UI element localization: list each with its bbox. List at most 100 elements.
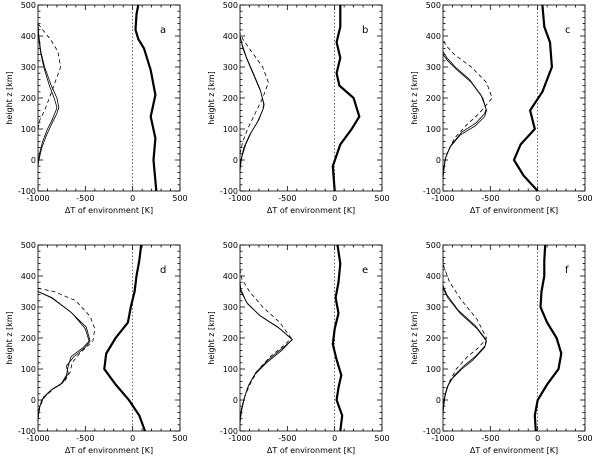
series-thin-line bbox=[37, 23, 60, 167]
y-tick-label: 200 bbox=[21, 94, 36, 103]
x-tick-label: -1000 bbox=[228, 194, 251, 203]
series-thin-line bbox=[37, 291, 91, 419]
series-dashed-line bbox=[239, 269, 292, 419]
plot-frame bbox=[442, 244, 586, 432]
y-tick-label: 100 bbox=[21, 365, 36, 374]
y-tick-label: -100 bbox=[423, 187, 441, 196]
x-tick-label: 500 bbox=[374, 434, 389, 443]
y-axis-label: height z [km] bbox=[410, 71, 419, 124]
x-tick-label: -500 bbox=[76, 434, 94, 443]
x-axis-label: ΔT of environment [K] bbox=[470, 446, 558, 455]
y-tick-label: 300 bbox=[426, 63, 441, 72]
y-tick-label: 300 bbox=[223, 303, 238, 312]
plot-frame bbox=[239, 4, 383, 192]
x-tick-label: -500 bbox=[481, 434, 499, 443]
y-tick-label: 400 bbox=[223, 272, 238, 281]
x-axis-label: ΔT of environment [K] bbox=[65, 206, 153, 215]
y-axis-label: height z [km] bbox=[207, 311, 216, 364]
y-tick-label: 0 bbox=[31, 396, 36, 405]
y-tick-label: 200 bbox=[223, 94, 238, 103]
y-tick-label: 300 bbox=[426, 303, 441, 312]
y-tick-label: 500 bbox=[426, 241, 441, 250]
x-axis-label: ΔT of environment [K] bbox=[267, 446, 355, 455]
panel-letter: e bbox=[362, 265, 368, 276]
x-tick-label: 0 bbox=[130, 194, 135, 203]
x-tick-label: 0 bbox=[535, 194, 540, 203]
x-tick-label: 0 bbox=[535, 434, 540, 443]
y-tick-label: -100 bbox=[18, 187, 36, 196]
x-tick-label: 0 bbox=[332, 194, 337, 203]
x-tick-label: -1000 bbox=[26, 434, 49, 443]
y-tick-label: -100 bbox=[423, 427, 441, 436]
y-tick-label: 200 bbox=[223, 334, 238, 343]
series-dashed-line bbox=[37, 23, 62, 130]
y-tick-label: 500 bbox=[21, 241, 36, 250]
panel-letter: a bbox=[160, 25, 166, 36]
x-tick-label: -1000 bbox=[228, 434, 251, 443]
series-thin-line bbox=[37, 291, 90, 422]
x-tick-label: -1000 bbox=[26, 194, 49, 203]
y-tick-label: 0 bbox=[436, 156, 441, 165]
y-tick-label: 0 bbox=[233, 156, 238, 165]
series-thin-line bbox=[442, 288, 487, 416]
series-dashed-line bbox=[239, 32, 269, 154]
y-tick-label: 100 bbox=[21, 125, 36, 134]
series-thin-line bbox=[239, 282, 294, 422]
y-tick-label: 200 bbox=[426, 94, 441, 103]
x-tick-label: -1000 bbox=[431, 194, 454, 203]
y-tick-label: 300 bbox=[21, 303, 36, 312]
y-axis-label: height z [km] bbox=[410, 311, 419, 364]
plot-frame bbox=[239, 244, 383, 432]
y-tick-label: 0 bbox=[31, 156, 36, 165]
x-axis-label: ΔT of environment [K] bbox=[470, 206, 558, 215]
panel-letter: f bbox=[565, 265, 569, 276]
y-tick-label: 0 bbox=[233, 396, 238, 405]
y-tick-label: 300 bbox=[223, 63, 238, 72]
series-dashed-line bbox=[37, 288, 96, 419]
y-axis-label: height z [km] bbox=[207, 71, 216, 124]
x-axis-label: ΔT of environment [K] bbox=[267, 206, 355, 215]
series-thick-line bbox=[533, 244, 563, 432]
x-tick-label: -1000 bbox=[431, 434, 454, 443]
y-axis-label: height z [km] bbox=[5, 311, 14, 364]
plot-frame bbox=[442, 4, 586, 192]
y-tick-label: -100 bbox=[18, 427, 36, 436]
series-thick-line bbox=[512, 4, 554, 192]
x-tick-label: 500 bbox=[374, 194, 389, 203]
y-tick-label: 200 bbox=[21, 334, 36, 343]
plot-frame bbox=[37, 4, 181, 192]
x-tick-label: 500 bbox=[577, 434, 592, 443]
y-tick-label: 500 bbox=[223, 1, 238, 10]
series-thin-line bbox=[239, 35, 265, 170]
x-tick-label: -500 bbox=[278, 194, 296, 203]
y-tick-label: 100 bbox=[426, 125, 441, 134]
x-tick-label: 500 bbox=[172, 194, 187, 203]
panel-letter: b bbox=[362, 25, 368, 36]
x-tick-label: 500 bbox=[577, 194, 592, 203]
series-thin-line bbox=[442, 51, 487, 176]
panel-letter: c bbox=[565, 25, 571, 36]
y-tick-label: 500 bbox=[426, 1, 441, 10]
y-tick-label: 100 bbox=[426, 365, 441, 374]
series-thick-line bbox=[331, 244, 344, 432]
x-tick-label: -500 bbox=[278, 434, 296, 443]
x-tick-label: -500 bbox=[76, 194, 94, 203]
series-thick-line bbox=[331, 5, 361, 192]
plot-frame bbox=[37, 244, 181, 432]
y-tick-label: -100 bbox=[220, 187, 238, 196]
y-tick-label: 100 bbox=[223, 125, 238, 134]
y-tick-label: 500 bbox=[21, 1, 36, 10]
y-axis-label: height z [km] bbox=[5, 71, 14, 124]
series-thin-line bbox=[37, 23, 58, 164]
series-thick-line bbox=[134, 4, 158, 192]
y-tick-label: 100 bbox=[223, 365, 238, 374]
y-tick-label: 400 bbox=[21, 32, 36, 41]
y-tick-label: 400 bbox=[21, 272, 36, 281]
